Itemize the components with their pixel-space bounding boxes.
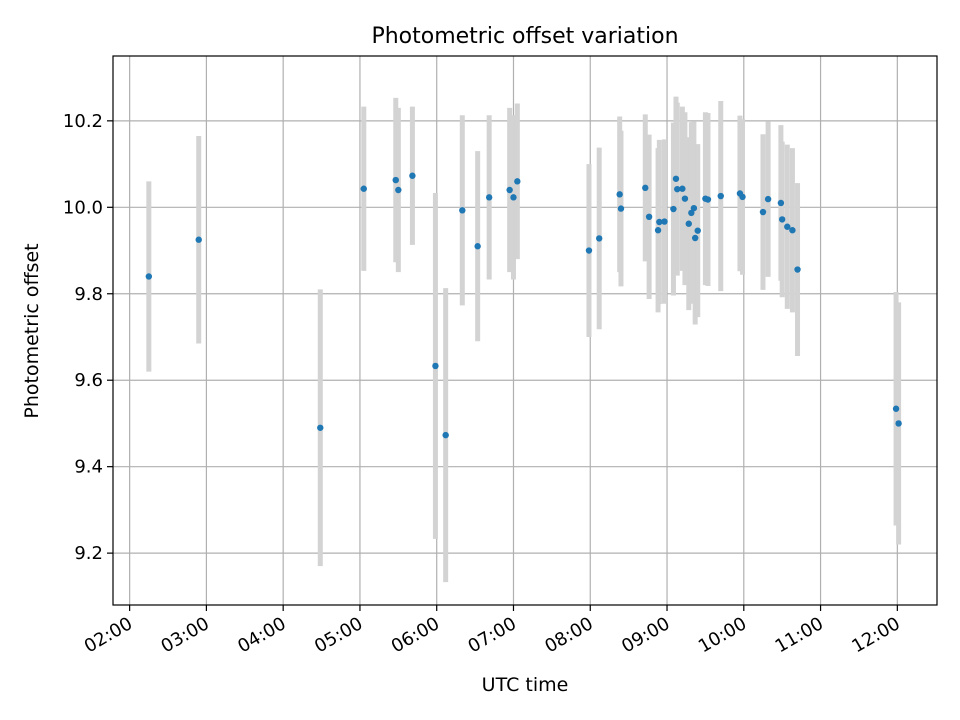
data-point (895, 420, 902, 427)
data-point (442, 431, 449, 439)
data-points (145, 172, 902, 439)
data-point (585, 247, 593, 254)
data-point (459, 207, 466, 214)
data-point (777, 199, 785, 207)
y-tick-label: 9.4 (74, 457, 103, 478)
data-point (681, 195, 689, 202)
chart-title: Photometric offset variation (371, 24, 678, 49)
data-point (759, 208, 767, 216)
data-point (691, 234, 699, 242)
x-tick-label: 10:00 (695, 613, 750, 657)
x-tick-label: 08:00 (541, 613, 596, 657)
data-point (789, 227, 796, 234)
data-point (717, 192, 724, 200)
data-point (596, 235, 603, 242)
data-point (474, 243, 481, 250)
data-point (642, 184, 649, 192)
data-point (195, 236, 202, 243)
data-point (892, 405, 900, 412)
data-point (409, 172, 416, 179)
data-point (617, 205, 625, 212)
data-point (510, 194, 517, 201)
data-point (506, 186, 513, 194)
data-point (395, 186, 402, 194)
data-point (616, 191, 623, 198)
x-tick-label: 04:00 (234, 613, 289, 657)
data-point (778, 216, 786, 223)
y-tick-label: 9.6 (74, 370, 103, 391)
data-point (661, 218, 668, 225)
data-point (694, 227, 701, 234)
data-point (645, 213, 653, 221)
y-tick-label: 10.0 (63, 197, 103, 218)
y-tick-label: 10.2 (63, 111, 103, 132)
data-point (679, 185, 686, 192)
data-point (672, 175, 680, 182)
axis-ticks: 02:00 03:00 04:00 05:00 06:00 07:00 08:00 09:00… (63, 111, 904, 657)
x-tick-label: 11:00 (772, 613, 827, 657)
x-tick-label: 03:00 (157, 613, 212, 657)
y-tick-label: 9.8 (74, 284, 103, 305)
data-point (514, 178, 521, 185)
y-tick-label: 9.2 (74, 543, 103, 564)
data-point (685, 220, 692, 227)
x-tick-label: 12:00 (848, 613, 903, 657)
data-point (784, 223, 791, 230)
data-point (432, 362, 439, 370)
data-point (674, 185, 681, 193)
data-point (690, 204, 698, 212)
x-tick-label: 05:00 (311, 613, 366, 657)
data-point (764, 195, 772, 203)
x-tick-label: 07:00 (465, 613, 520, 657)
data-point (145, 273, 153, 280)
error-bars (146, 96, 902, 583)
data-point (688, 209, 695, 217)
data-point (794, 266, 801, 273)
data-point (654, 227, 662, 234)
data-point (704, 196, 712, 203)
grid (113, 56, 937, 605)
x-tick-label: 02:00 (81, 613, 136, 657)
data-point (656, 218, 663, 226)
plot-frame (112, 55, 938, 606)
x-tick-label: 09:00 (618, 613, 673, 657)
y-axis-label: Photometric offset (21, 243, 43, 418)
data-point (360, 185, 367, 192)
data-point (317, 424, 324, 431)
data-point (392, 176, 399, 184)
x-tick-label: 06:00 (388, 613, 443, 657)
data-point (670, 205, 677, 213)
data-point (739, 193, 746, 201)
x-axis-label: UTC time (482, 674, 569, 696)
data-point (485, 194, 493, 201)
